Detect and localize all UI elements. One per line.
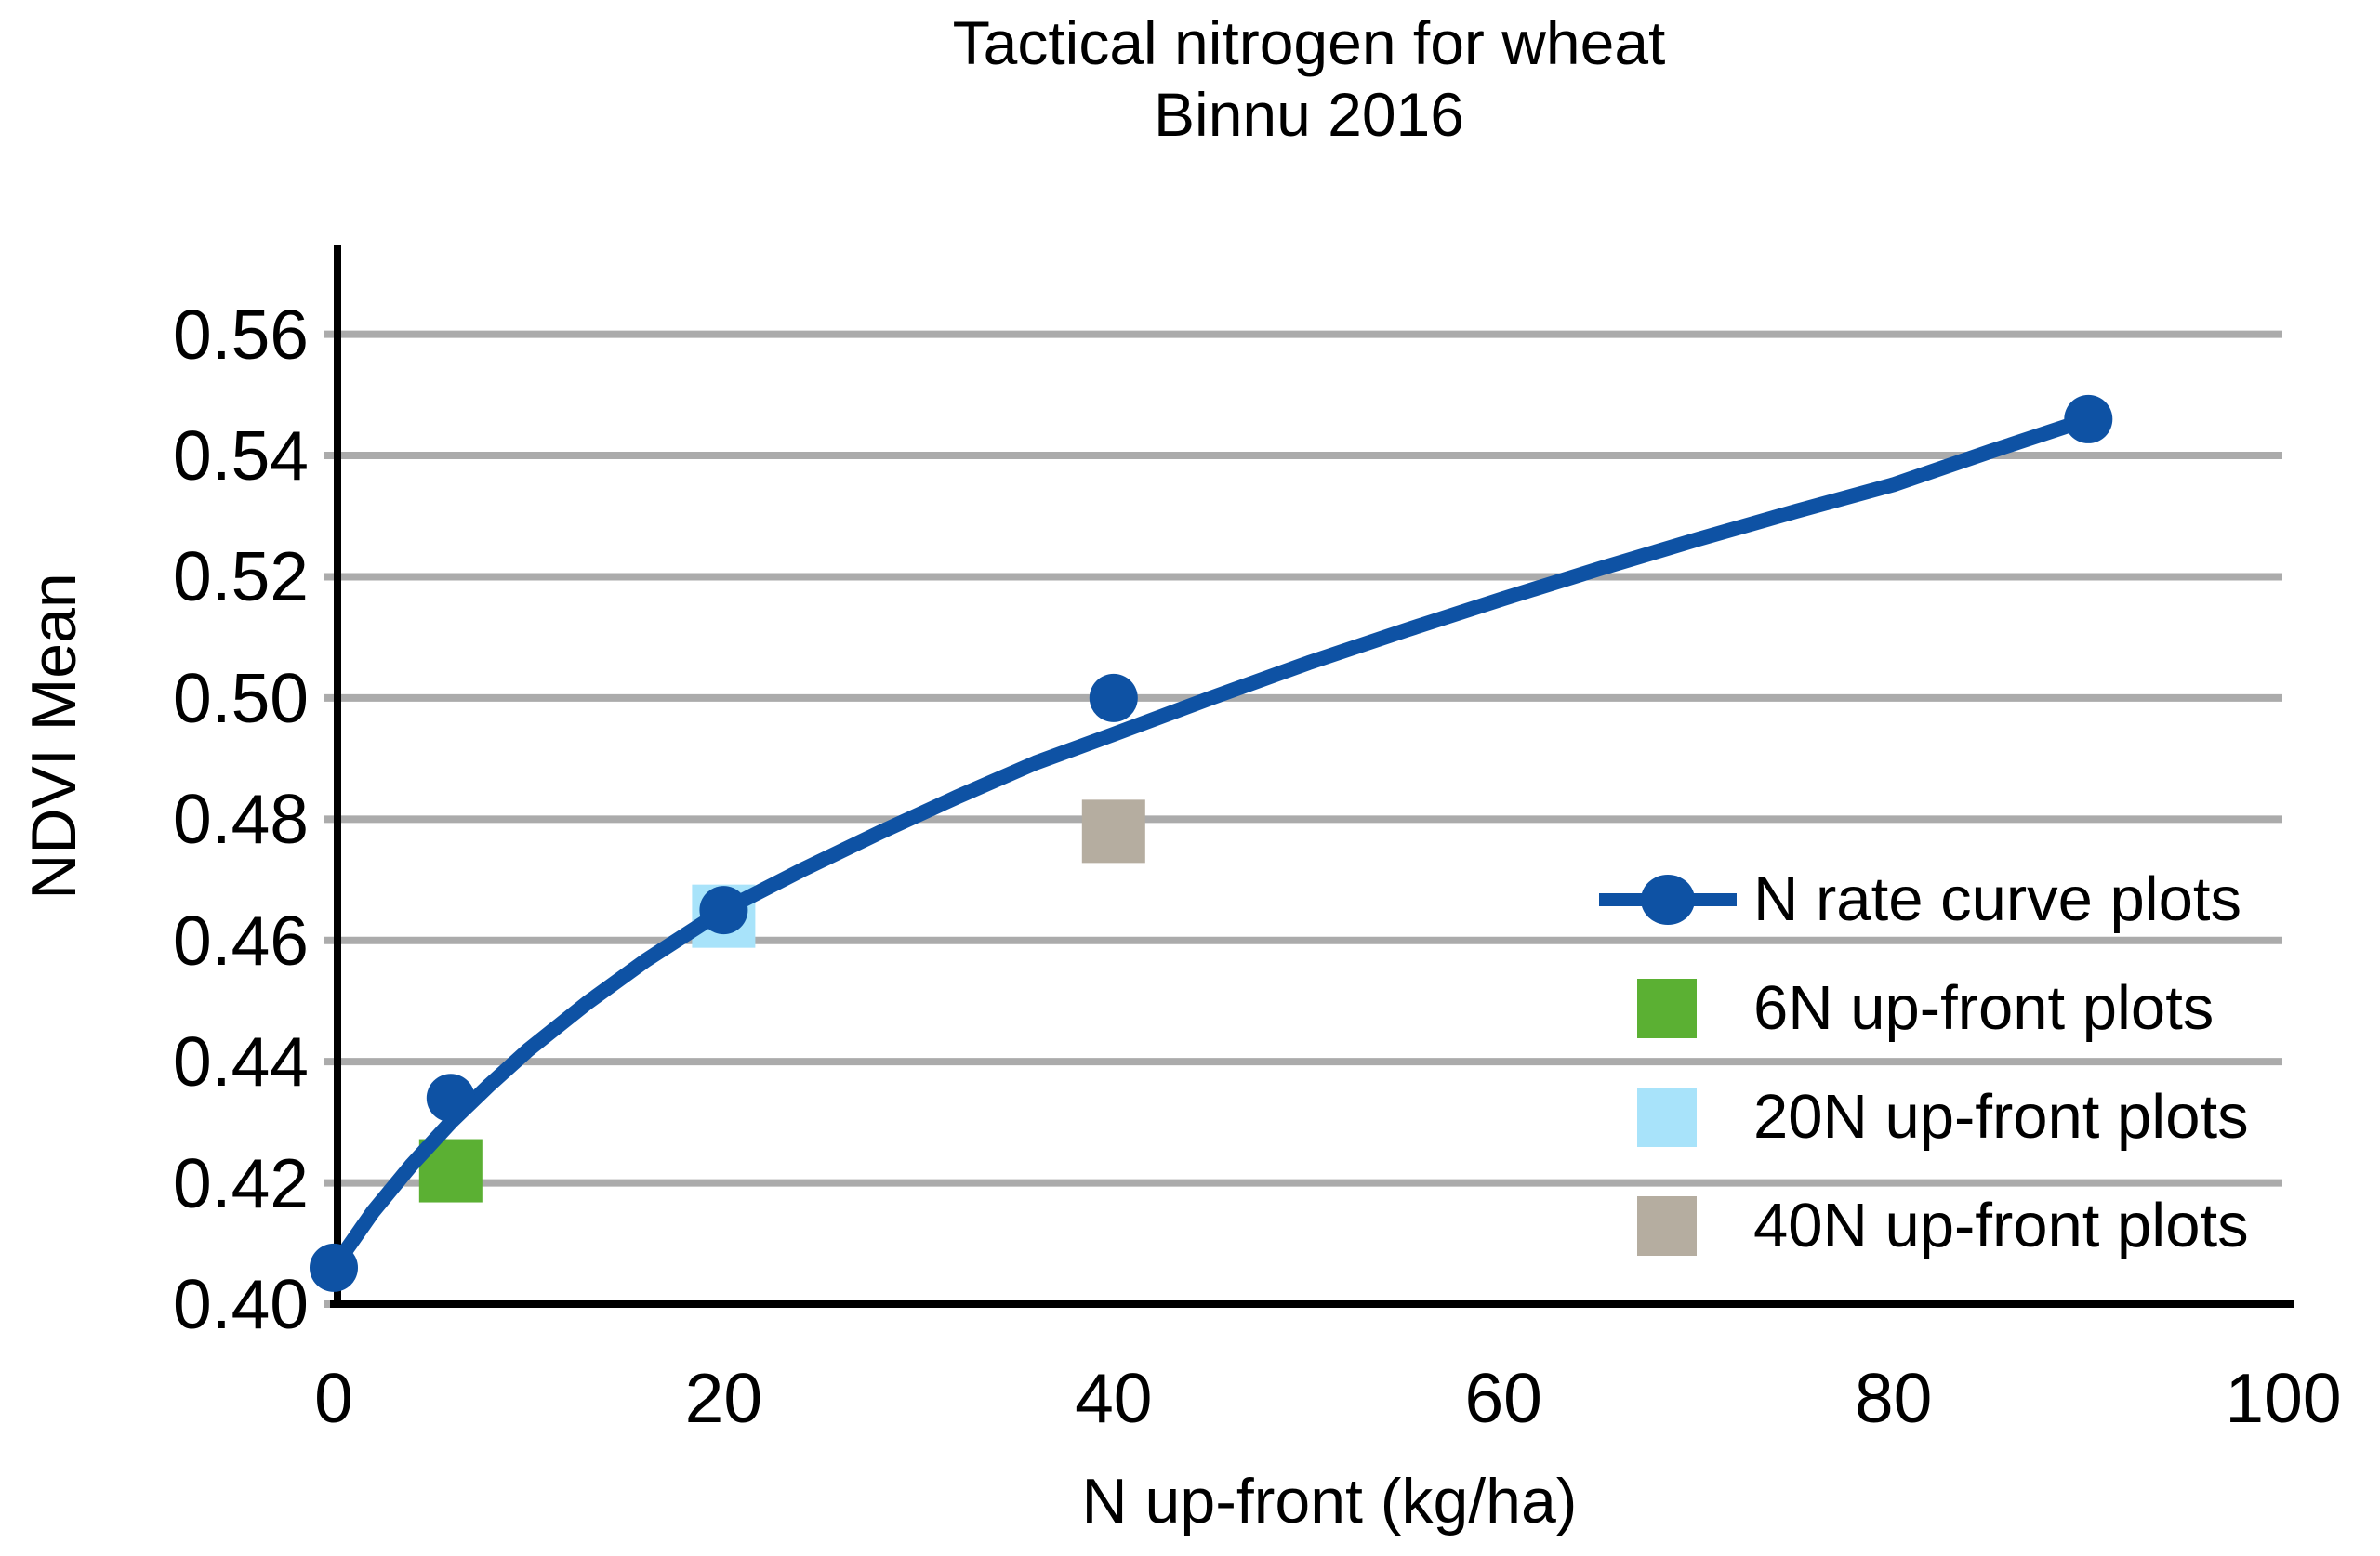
y-tick-label: 0.56 [173, 295, 309, 374]
y-tick-label: 0.42 [173, 1143, 309, 1222]
legend-item: 40N up-front plots [1597, 1171, 2249, 1280]
legend-item-label: 6N up-front plots [1753, 973, 2215, 1043]
legend-item-label: 40N up-front plots [1753, 1191, 2249, 1260]
legend-key-line-circle-icon [1597, 863, 1753, 937]
chart-title-line1: Tactical nitrogen for wheat [952, 8, 1666, 77]
legend-key-square-icon [1597, 1080, 1753, 1154]
y-tick-label: 0.40 [173, 1265, 309, 1343]
x-tick-label: 60 [1464, 1359, 1542, 1437]
legend-square-swatch [1637, 1087, 1697, 1147]
chart-title: Tactical nitrogen for wheat Binnu 2016 [953, 7, 1666, 151]
legend-item-label: 20N up-front plots [1753, 1082, 2249, 1152]
x-tick-label: 40 [1075, 1359, 1153, 1437]
legend: N rate curve plots 6N up-front plots 20N u… [1597, 845, 2249, 1280]
x-axis-title: N up-front (kg/ha) [1081, 1466, 1578, 1536]
n-rate-point [1089, 673, 1138, 722]
y-tick-label: 0.54 [173, 416, 309, 495]
y-tick-label: 0.46 [173, 901, 309, 980]
y-tick-label: 0.48 [173, 780, 309, 859]
legend-circle-marker-icon [1641, 874, 1695, 925]
x-tick-label: 20 [684, 1359, 763, 1437]
chart-title-line2: Binnu 2016 [1154, 80, 1464, 149]
n-rate-curve [326, 411, 2096, 1275]
n-rate-point [699, 886, 748, 935]
legend-key-square-icon [1597, 1189, 1753, 1263]
x-tick-label: 100 [2225, 1359, 2342, 1437]
square-point-40n [1081, 799, 1145, 864]
y-tick-label: 0.44 [173, 1022, 309, 1101]
y-tick-label: 0.50 [173, 658, 309, 737]
legend-item: 20N up-front plots [1597, 1062, 2249, 1171]
n-rate-point [2064, 394, 2113, 443]
n-rate-point [310, 1243, 358, 1292]
legend-square-swatch [1637, 1195, 1697, 1256]
x-tick-label: 80 [1854, 1359, 1933, 1437]
y-axis-title: NDVI Mean [19, 573, 89, 900]
y-tick-label: 0.52 [173, 537, 309, 616]
x-tick-label: 0 [314, 1359, 353, 1437]
legend-key-square-icon [1597, 971, 1753, 1046]
legend-item: N rate curve plots [1597, 845, 2249, 954]
legend-item: 6N up-front plots [1597, 954, 2249, 1062]
n-rate-point [426, 1074, 475, 1123]
legend-square-swatch [1637, 978, 1697, 1038]
legend-item-label: N rate curve plots [1753, 864, 2242, 934]
